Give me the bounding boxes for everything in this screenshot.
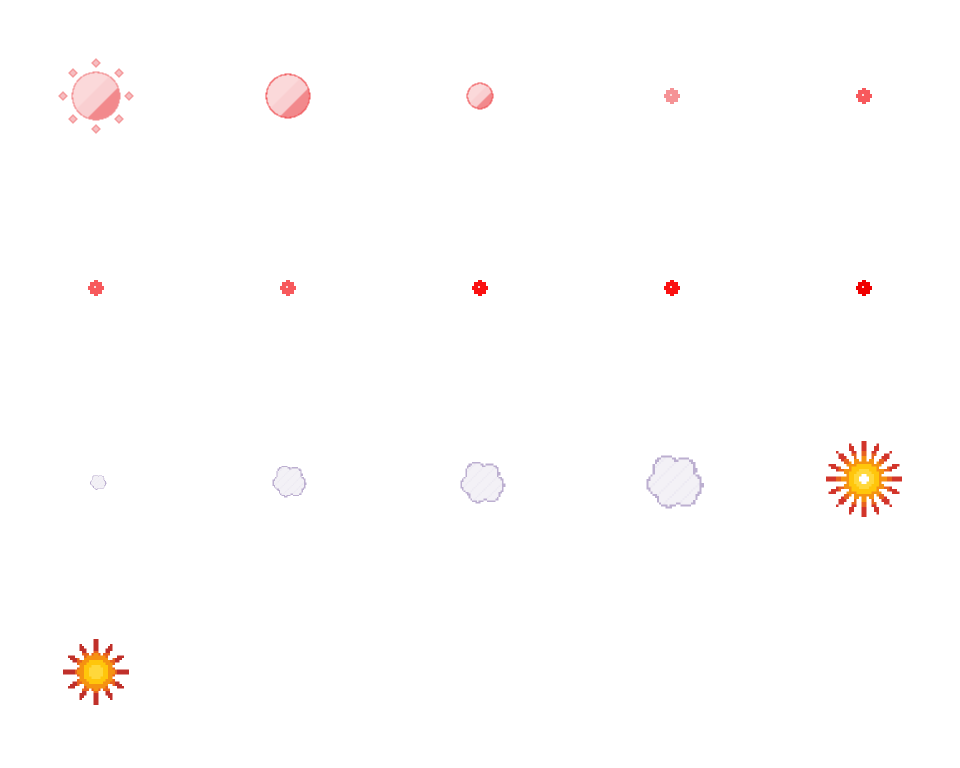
sprite-frame-explosion-burst <box>821 436 907 522</box>
sprite-frame-spark-e <box>856 280 872 296</box>
sprite-frame-spark-b <box>280 280 296 296</box>
sprite-frame-smoke-puff-medium <box>457 457 507 507</box>
sprite-frame-spark-d <box>664 280 680 296</box>
sprite-frame-smoke-puff-tiny <box>89 473 107 491</box>
sprite-frame-orb-small-warm <box>856 88 872 104</box>
sprite-frame-orb-small-faded <box>664 88 680 104</box>
sprite-frame-spark-a <box>88 280 104 296</box>
sprite-frame-smoke-puff-large <box>642 449 706 513</box>
sprite-frame-spark-c <box>472 280 488 296</box>
sprite-frame-orb-medium <box>466 82 494 110</box>
sprite-frame-explosion-fading <box>56 632 136 712</box>
sprite-frame-orb-burst-rayed <box>58 58 134 134</box>
sprite-frame-smoke-puff-small <box>270 462 308 500</box>
sprite-frame-orb-large <box>265 73 311 119</box>
